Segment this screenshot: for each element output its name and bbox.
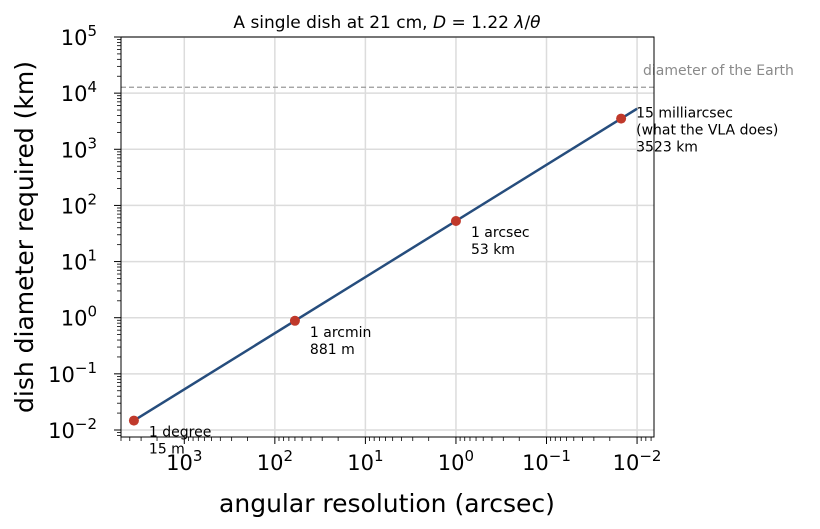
series-line-group [133,107,638,422]
data-point [289,315,300,326]
earth-diameter-label: diameter of the Earth [643,63,794,79]
data-points-group [128,113,627,426]
resolution-line [133,107,638,422]
x-tick-label: 102 [257,447,293,475]
y-axis-label: dish diameter required (km) [10,61,39,413]
y-tick-label: 104 [61,78,97,106]
grid [121,36,654,437]
y-tick-label: 102 [61,190,97,218]
x-tick-label: 10−1 [522,447,571,475]
data-point [128,415,139,426]
y-tick-label: 10−1 [48,359,97,387]
x-tick-label: 103 [166,447,202,475]
x-axis-label: angular resolution (arcsec) [219,489,555,518]
y-tick-label: 100 [61,303,97,331]
y-tick-label: 103 [61,134,97,162]
y-tick-label: 105 [61,22,97,50]
x-tick-label: 100 [438,447,474,475]
point-label: 1 arcsec 53 km [471,225,530,258]
ticks-group: 103 102 101 100 10−1 10−2 10−2 10−1 100 101 102 103… [48,22,661,475]
x-tick-label: 101 [347,447,383,475]
point-label: 15 milliarcsec (what the VLA does) 3523 km [636,106,778,156]
data-point [616,113,627,124]
plot-frame [120,36,655,438]
data-point [450,215,461,226]
point-label: 1 arcmin 881 m [310,325,371,358]
reference-line-group: diameter of the Earth [121,63,794,88]
y-tick-label: 10−2 [48,415,97,443]
point-labels-group: 1 degree 15 m1 arcmin 881 m1 arcsec 53 km15… [149,106,778,458]
x-tick-label: 10−2 [613,447,662,475]
chart-title: A single dish at 21 cm, D = 1.22 λ/θ [233,13,541,33]
y-tick-label: 101 [61,247,97,275]
